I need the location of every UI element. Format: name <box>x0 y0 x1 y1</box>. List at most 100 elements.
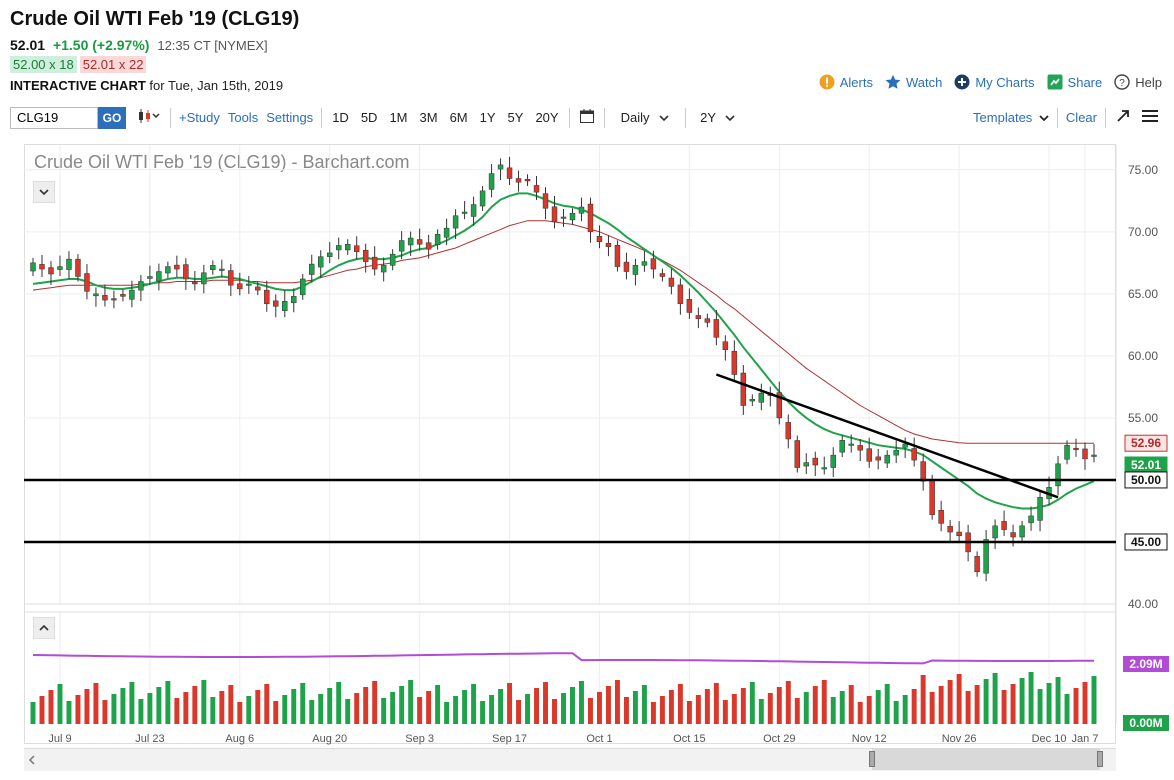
share-label: Share <box>1067 74 1103 90</box>
top-links: Alerts Watch My Charts Share ? Help <box>819 74 1162 90</box>
trendline <box>715 373 1059 499</box>
volume-bar <box>659 696 665 724</box>
candle-body <box>641 261 648 266</box>
x-tick-label: Aug 6 <box>225 733 254 745</box>
settings-button[interactable]: Settings <box>266 110 314 125</box>
plus-circle-icon <box>954 74 970 90</box>
go-button[interactable]: GO <box>98 106 126 129</box>
candle-body <box>1028 515 1034 524</box>
volume-bar <box>695 695 701 724</box>
volume-bar <box>929 692 935 724</box>
period-20y[interactable]: 20Y <box>535 110 559 125</box>
candle-body <box>344 243 351 251</box>
volume-bar <box>902 695 908 724</box>
volume-bar <box>30 702 36 724</box>
period-1y[interactable]: 1Y <box>479 110 496 125</box>
volume-bar <box>426 691 432 724</box>
volume-bar <box>704 689 710 724</box>
candle-body <box>1082 448 1088 460</box>
chart-date: for Tue, Jan 15th, 2019 <box>149 78 284 93</box>
volume-bar <box>264 684 270 724</box>
candle-body <box>803 462 809 467</box>
watch-link[interactable]: Watch <box>885 74 942 90</box>
volume-bar <box>156 687 162 724</box>
volume-bar <box>677 684 683 724</box>
candle-body <box>578 206 585 214</box>
period-5y[interactable]: 5Y <box>507 110 524 125</box>
chevron-down-icon <box>725 115 735 122</box>
candle-body <box>686 299 693 313</box>
y-tick-label: 70.00 <box>1128 225 1158 239</box>
volume-bar <box>588 698 593 724</box>
period-3m[interactable]: 3M <box>419 110 438 125</box>
period-1d[interactable]: 1D <box>332 110 349 125</box>
menu-button[interactable] <box>1136 109 1164 126</box>
candlestick-icon <box>139 109 160 123</box>
collapse-volume-pane-button[interactable] <box>33 617 55 639</box>
chart-type-dropdown[interactable] <box>132 109 166 126</box>
scrollbar-right-handle[interactable] <box>1097 751 1103 767</box>
toolbar-separator <box>685 107 687 128</box>
candle-body <box>587 203 594 233</box>
candle-body <box>812 457 818 466</box>
candle-body <box>695 315 702 319</box>
price-tag <box>1124 533 1168 551</box>
time-scrollbar[interactable] <box>24 748 1116 771</box>
candle-body <box>560 216 567 219</box>
tools-button[interactable]: Tools <box>227 110 259 125</box>
candle-body <box>974 556 980 572</box>
volume-bar <box>543 682 548 724</box>
volume-bar <box>336 682 342 724</box>
candle-body <box>515 178 522 183</box>
help-link[interactable]: ? Help <box>1114 74 1162 90</box>
share-link[interactable]: Share <box>1047 74 1103 90</box>
candle-body <box>506 167 513 179</box>
volume-bar <box>920 675 926 724</box>
volume-bar <box>291 689 297 724</box>
range-dropdown[interactable]: 2Y <box>690 110 745 125</box>
toolbar-separator <box>603 107 605 128</box>
candle-body <box>57 266 63 270</box>
scrollbar-left-handle[interactable] <box>869 751 875 767</box>
alerts-label: Alerts <box>839 74 873 90</box>
calendar-icon <box>579 109 594 123</box>
collapse-price-pane-button[interactable] <box>33 181 55 203</box>
calendar-button[interactable] <box>574 109 600 126</box>
candle-body <box>839 439 845 453</box>
candle-body <box>120 294 126 297</box>
chart-caption: INTERACTIVE CHART for Tue, Jan 15th, 201… <box>10 78 283 93</box>
symbol-input[interactable] <box>10 106 98 129</box>
candle-body <box>668 277 675 287</box>
y-tick-label: 75.00 <box>1128 163 1158 177</box>
volume-bar <box>507 683 513 724</box>
period-6m[interactable]: 6M <box>449 110 468 125</box>
volume-bar <box>785 681 791 724</box>
candle-body <box>1001 521 1007 530</box>
candle-body <box>830 454 836 468</box>
period-1m[interactable]: 1M <box>389 110 408 125</box>
scrollbar-thumb[interactable] <box>869 748 1103 770</box>
price-tag <box>1124 434 1168 452</box>
interval-dropdown[interactable]: Daily <box>609 110 682 125</box>
templates-dropdown[interactable]: Templates <box>969 110 1053 125</box>
alerts-link[interactable]: Alerts <box>819 74 873 90</box>
my-charts-link[interactable]: My Charts <box>954 74 1035 90</box>
candle-body <box>443 227 450 238</box>
volume-bar <box>1073 688 1079 724</box>
candle-body <box>1091 454 1097 457</box>
period-5d[interactable]: 5D <box>360 110 378 125</box>
y-tick-label: 60.00 <box>1128 349 1158 363</box>
volume-tag-label: 0.00M <box>1129 716 1162 730</box>
volume-bar <box>129 682 135 724</box>
candle-body <box>318 256 324 268</box>
clear-button[interactable]: Clear <box>1065 110 1097 125</box>
fast-moving-average <box>32 192 1095 510</box>
study-button[interactable]: +Study <box>179 110 220 125</box>
candle-body <box>39 264 45 270</box>
volume-bar <box>947 680 953 724</box>
candle-body <box>461 211 468 214</box>
expand-button[interactable] <box>1110 109 1136 126</box>
candle-body <box>866 448 872 462</box>
y-tick-label: 65.00 <box>1128 287 1158 301</box>
